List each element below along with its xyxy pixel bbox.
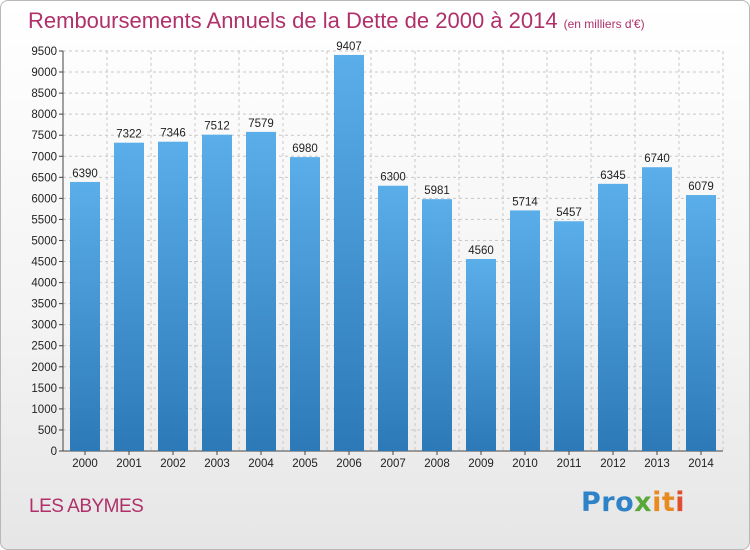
bar-value-label: 7579	[248, 118, 274, 130]
bar-value-label: 5981	[424, 185, 450, 197]
x-tick-label: 2006	[336, 458, 362, 470]
bar	[598, 183, 628, 451]
bar	[290, 157, 320, 451]
bar	[422, 199, 452, 451]
bar-value-label: 7322	[116, 129, 142, 141]
y-tick-label: 3000	[31, 320, 57, 332]
bar	[642, 167, 672, 452]
y-tick-label: 4000	[31, 278, 57, 290]
y-tick-label: 8000	[31, 109, 57, 121]
y-tick-label: 2000	[31, 362, 57, 374]
bar-value-label: 9407	[336, 41, 362, 53]
y-tick-label: 6500	[31, 172, 57, 184]
bar-value-label: 6079	[688, 181, 714, 193]
y-tick-label: 5000	[31, 235, 57, 247]
y-tick-label: 0	[51, 446, 57, 458]
bar	[334, 54, 364, 451]
bar-value-label: 6300	[380, 172, 406, 184]
x-tick-label: 2008	[424, 458, 450, 470]
y-tick-label: 500	[38, 425, 57, 437]
bar	[246, 131, 276, 451]
bar-value-label: 5457	[556, 207, 582, 219]
chart-title-text: Remboursements Annuels de la Dette de 20…	[28, 8, 558, 33]
y-tick-label: 4500	[31, 257, 57, 269]
bar-value-label: 7512	[204, 121, 230, 133]
bar	[70, 181, 100, 451]
town-name: LES ABYMES	[29, 496, 144, 517]
bar-value-label: 6740	[644, 153, 670, 165]
y-tick-label: 2500	[31, 341, 57, 353]
bar	[378, 185, 408, 451]
bars	[70, 54, 716, 452]
y-tick-label: 9000	[31, 67, 57, 79]
x-tick-label: 2007	[380, 458, 406, 470]
data-labels: 6390 7322 7346 7512 7579 6980 9407 6300 5981 4560…	[72, 41, 714, 257]
y-tick-label: 1000	[31, 404, 57, 416]
y-tick-label: 6000	[31, 193, 57, 205]
x-tick-label: 2000	[72, 458, 98, 470]
bar	[466, 259, 496, 451]
bar	[554, 221, 584, 451]
bar-value-label: 5714	[512, 196, 538, 208]
y-tick-label: 7500	[31, 130, 57, 142]
x-tick-label: 2005	[292, 458, 318, 470]
bar	[510, 210, 540, 451]
bar	[158, 141, 188, 451]
x-tick-label: 2010	[512, 458, 538, 470]
y-tick-label: 3500	[31, 299, 57, 311]
chart-title: Remboursements Annuels de la Dette de 20…	[28, 8, 645, 34]
y-tick-label: 1500	[31, 383, 57, 395]
x-tick-label: 2012	[600, 458, 626, 470]
x-tick-label: 2004	[248, 458, 274, 470]
x-tick-label: 2003	[204, 458, 230, 470]
x-tick-label: 2009	[468, 458, 494, 470]
x-tick-label: 2014	[688, 458, 714, 470]
x-tick-label: 2013	[644, 458, 670, 470]
proxiti-logo[interactable]: Proxiti	[581, 487, 686, 518]
chart-subtitle: (en milliers d'€)	[563, 17, 645, 31]
bar-value-label: 6980	[292, 143, 318, 155]
x-tick-label: 2001	[116, 458, 142, 470]
y-tick-label: 9500	[31, 46, 57, 58]
bar-value-label: 7346	[160, 128, 186, 140]
bar-value-label: 6390	[72, 168, 98, 180]
y-tick-label: 7000	[31, 151, 57, 163]
bar	[114, 142, 144, 451]
bar	[202, 134, 232, 451]
y-tick-label: 5500	[31, 214, 57, 226]
y-tick-label: 8500	[31, 88, 57, 100]
x-tick-label: 2011	[557, 458, 582, 470]
bar-value-label: 6345	[600, 170, 626, 182]
bar	[686, 195, 716, 451]
x-tick-label: 2002	[160, 458, 186, 470]
axes: 0 500 1000 1500 2000 2500 3000 3500 4000 4500 5000…	[31, 46, 723, 470]
bar-value-label: 4560	[468, 245, 494, 257]
